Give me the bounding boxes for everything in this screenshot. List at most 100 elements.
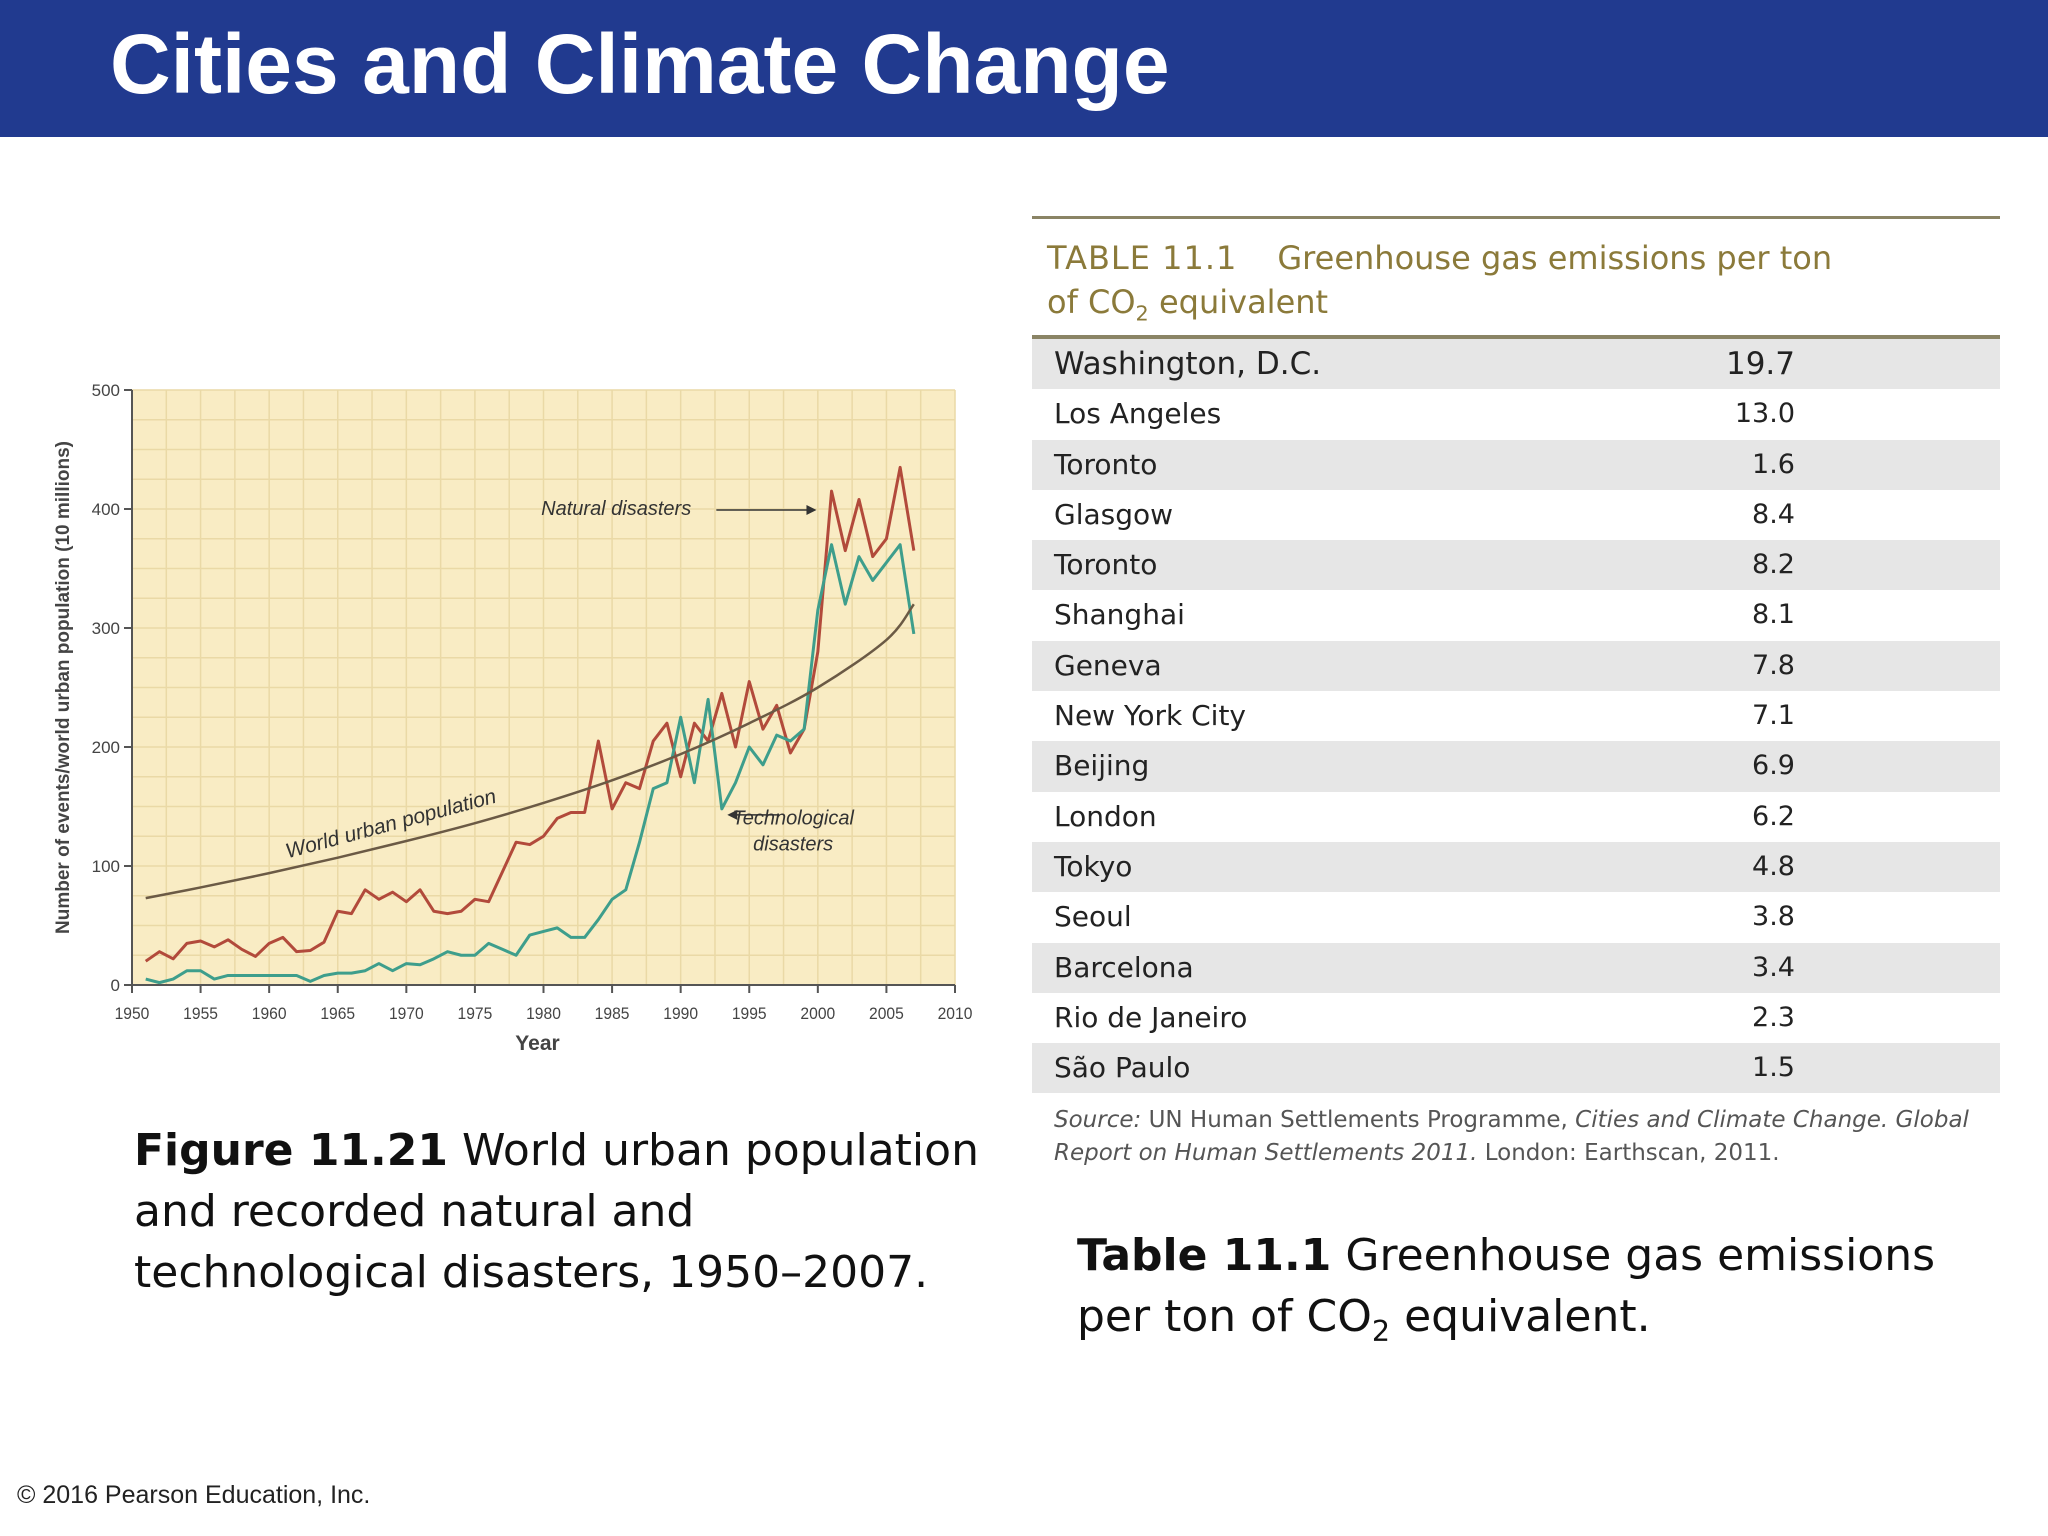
table-row: Glasgow 8.4	[1032, 490, 2000, 540]
table-cell-value: 8.2	[1752, 549, 1795, 581]
x-axis-label: Year	[515, 1032, 559, 1055]
table-row: Seoul 3.8	[1032, 892, 2000, 942]
x-tick-label: 1980	[526, 1004, 561, 1023]
source-title: Cities and Climate Change. Global Report…	[1054, 1107, 1969, 1166]
table-cell-city: Geneva	[1054, 648, 1162, 682]
table-top-rule	[1032, 216, 2000, 219]
table-title: TABLE 11.1 Greenhouse gas emissions per t…	[1047, 236, 1987, 324]
source-label: Source:	[1054, 1107, 1142, 1133]
table-row: Geneva 7.8	[1032, 640, 2000, 692]
table-caption-label: Table 11.1	[1077, 1230, 1332, 1281]
technological-disasters-line	[145, 543, 916, 985]
table-row: Rio de Janeiro 2.3	[1032, 993, 2000, 1043]
table-cell-value: 8.1	[1752, 599, 1795, 631]
x-tick-label: 1975	[458, 1004, 493, 1023]
x-tick-label: 1970	[389, 1004, 424, 1023]
natural-disasters-line	[144, 465, 916, 963]
y-axis-label: Number of events/world urban population …	[53, 441, 74, 934]
world-urban-population-line	[145, 603, 915, 900]
x-tick-label: 2000	[800, 1004, 835, 1023]
technological-disasters-label-line: Technological	[732, 807, 854, 829]
technological-disasters-label: Technological disasters	[732, 807, 854, 855]
y-tick-label: 500	[92, 381, 120, 400]
natural-disasters-arrowhead	[806, 505, 817, 515]
table-cell-city: Beijing	[1054, 749, 1150, 783]
source-text-1: UN Human Settlements Programme,	[1148, 1107, 1568, 1133]
table-row: Tokyo 4.8	[1032, 841, 2000, 893]
table-cell-value: 2.3	[1752, 1001, 1795, 1033]
table-title-sub: 2	[1135, 301, 1149, 326]
table-header-rule	[1032, 335, 2000, 339]
natural-disasters-label: Natural disasters	[541, 498, 691, 520]
table-row: New York City 7.1	[1032, 691, 2000, 741]
x-tick-label: 2005	[869, 1004, 904, 1023]
table-cell-city: São Paulo	[1054, 1051, 1191, 1085]
x-tick-label: 1950	[115, 1004, 150, 1023]
table-cell-value: 4.8	[1752, 850, 1795, 882]
title-bar: Cities and Climate Change	[0, 0, 2048, 137]
x-tick-label: 1955	[183, 1004, 218, 1023]
table-cell-city: Washington, D.C.	[1054, 346, 1322, 382]
table-cell-value: 1.6	[1752, 448, 1795, 480]
table-caption-sub: 2	[1371, 1314, 1391, 1348]
x-tick-label: 2010	[938, 1004, 973, 1023]
table-cell-value: 3.4	[1752, 951, 1795, 983]
table-cell-value: 13.0	[1734, 398, 1795, 430]
table-cell-city: Barcelona	[1054, 950, 1194, 984]
x-tick-label: 1960	[252, 1004, 287, 1023]
table-cell-city: Glasgow	[1054, 497, 1174, 531]
table-caption: Table 11.1 Greenhouse gas emissions per …	[1077, 1225, 1977, 1347]
table-title-line2-before: of CO	[1047, 283, 1136, 321]
figure-caption: Figure 11.21 World urban population and …	[134, 1120, 984, 1303]
disasters-chart: 1950 1955 1960 1965 1970 1975 1980 1985 1990 1995…	[0, 0, 1010, 1104]
y-tick-label: 200	[92, 738, 120, 757]
table-cell-city: Shanghai	[1054, 598, 1185, 632]
table-row: São Paulo 1.5	[1032, 1043, 2000, 1094]
table-row: Los Angeles 13.0	[1032, 389, 2000, 439]
table-title-line2-after: equivalent	[1148, 283, 1329, 321]
table-cell-city: Seoul	[1054, 900, 1132, 934]
source-text-2: London: Earthscan, 2011.	[1484, 1140, 1780, 1166]
y-tick-label: 400	[92, 500, 120, 519]
table-cell-city: Toronto	[1054, 548, 1158, 582]
table-caption-text-after: equivalent.	[1390, 1291, 1651, 1342]
table-row: Barcelona 3.4	[1032, 942, 2000, 993]
figure-caption-text: World urban population and recorded natu…	[134, 1125, 979, 1298]
table-row: Beijing 6.9	[1032, 741, 2000, 792]
copyright: © 2016 Pearson Education, Inc.	[17, 1481, 371, 1509]
y-tick-label: 100	[92, 857, 120, 876]
table-cell-city: Toronto	[1054, 447, 1158, 481]
table-cell-value: 3.8	[1752, 901, 1795, 933]
table-cell-city: London	[1054, 799, 1157, 833]
table-title-line1: Greenhouse gas emissions per ton	[1277, 239, 1833, 277]
table-caption-text: Greenhouse gas emissions per ton of CO	[1077, 1230, 1936, 1342]
table-cell-value: 19.7	[1725, 346, 1795, 382]
x-tick-label: 1995	[732, 1004, 767, 1023]
x-tick-label: 1990	[663, 1004, 698, 1023]
table-cell-value: 1.5	[1752, 1052, 1795, 1084]
figure-caption-label: Figure 11.21	[134, 1125, 448, 1176]
table-row: Washington, D.C. 19.7	[1032, 339, 2000, 390]
table-row: Toronto 8.2	[1032, 540, 2000, 591]
table-cell-city: Rio de Janeiro	[1054, 1000, 1248, 1034]
table-cell-value: 7.1	[1752, 700, 1795, 732]
table-cell-value: 6.2	[1752, 800, 1795, 832]
table-row: Toronto 1.6	[1032, 439, 2000, 490]
x-tick-label: 1965	[320, 1004, 355, 1023]
technological-disasters-arrowhead	[727, 809, 738, 820]
table-cell-value: 7.8	[1752, 649, 1795, 681]
slide-title: Cities and Climate Change	[110, 17, 1170, 111]
y-tick-label: 0	[111, 976, 120, 995]
table-cell-city: Tokyo	[1054, 849, 1133, 883]
table-cell-city: New York City	[1054, 699, 1246, 733]
table-row: London 6.2	[1032, 792, 2000, 842]
table-cell-value: 6.9	[1752, 750, 1795, 782]
table-rows: Washington, D.C. 19.7 Los Angeles 13.0 Toron…	[1032, 339, 2000, 1094]
x-tick-label: 1985	[595, 1004, 630, 1023]
table-row: Shanghai 8.1	[1032, 590, 2000, 640]
table-cell-value: 8.4	[1752, 498, 1795, 530]
table-number: TABLE 11.1	[1047, 239, 1238, 277]
table-source: Source: UN Human Settlements Programme, …	[1054, 1104, 1994, 1170]
technological-disasters-label-line: disasters	[753, 833, 833, 855]
table-cell-city: Los Angeles	[1054, 397, 1222, 431]
